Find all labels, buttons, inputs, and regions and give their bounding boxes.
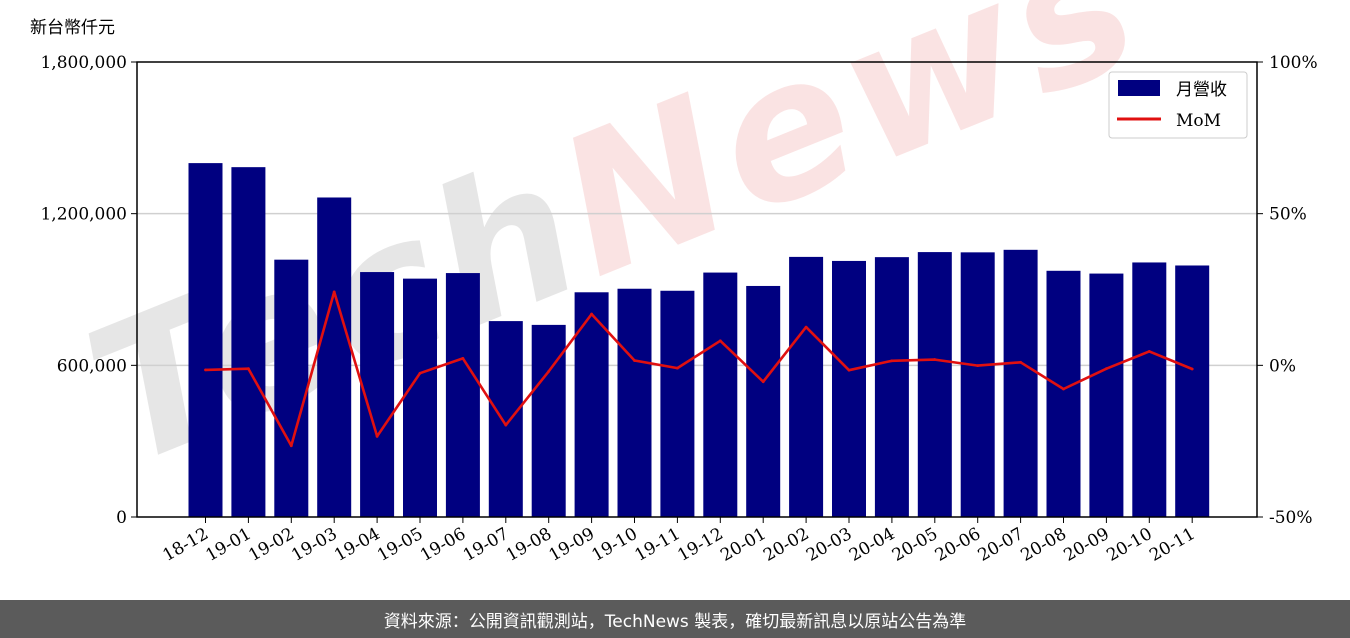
legend-label-revenue: 月營收	[1176, 80, 1227, 100]
y-left-tick-label: 0	[116, 508, 127, 528]
axes	[136, 61, 1258, 518]
mom-point-20-07	[1019, 360, 1022, 364]
mom-point-19-12	[718, 339, 722, 343]
bar-19-07	[488, 321, 523, 517]
mom-point-18-12	[204, 368, 207, 372]
x-tick-label: 19-02	[245, 524, 297, 566]
bar-20-09	[1089, 273, 1124, 517]
mom-point-19-08	[547, 370, 551, 373]
watermark: TechNews	[61, 0, 1170, 509]
mom-point-19-11	[676, 366, 679, 370]
mom-point-20-04	[890, 359, 894, 363]
x-tick-label: 20-03	[803, 524, 855, 566]
bar-20-02	[789, 256, 824, 517]
y-right-tick-label: 50%	[1269, 205, 1307, 225]
bar-19-02	[274, 259, 309, 517]
svg-text:TechNews: TechNews	[61, 0, 1170, 509]
chart: TechNews 新台幣仟元 18-1219-0119-0219-0319-04…	[30, 0, 1318, 566]
bar-19-12	[703, 272, 738, 517]
y-axis-unit-label: 新台幣仟元	[30, 18, 115, 38]
bar-20-06	[960, 252, 995, 517]
mom-point-20-01	[761, 380, 765, 384]
bar-19-06	[445, 273, 480, 517]
y-right-tick-label: -50%	[1269, 508, 1313, 528]
mom-point-20-09	[1105, 367, 1108, 371]
x-tick-label: 19-07	[460, 524, 512, 566]
mom-point-19-01	[247, 367, 250, 371]
source-footer: 資料來源：公開資訊觀測站，TechNews 製表，確切最新訊息以原站公告為準	[0, 600, 1350, 638]
x-tick-label: 19-12	[674, 524, 726, 566]
y-left-ticks: 0 600,000 1,200,000 1,800,000	[40, 53, 137, 528]
mom-point-19-05	[418, 371, 422, 375]
bar-series	[188, 163, 1210, 518]
x-tick-label: 20-07	[975, 524, 1027, 566]
mom-point-20-11	[1190, 367, 1194, 371]
mom-point-20-05	[933, 358, 937, 361]
bar-20-03	[832, 260, 866, 517]
mom-point-19-09	[590, 312, 593, 316]
mom-point-19-03	[332, 290, 336, 294]
x-tick-label: 20-09	[1060, 524, 1112, 566]
mom-point-19-06	[461, 356, 465, 360]
y-right-tick-label: 0%	[1269, 356, 1296, 376]
source-footer-text: 資料來源：公開資訊觀測站，TechNews 製表，確切最新訊息以原站公告為準	[383, 611, 967, 632]
legend: 月營收 MoM	[1108, 71, 1248, 139]
mom-point-20-08	[1062, 387, 1065, 391]
bar-19-05	[403, 278, 437, 517]
x-tick-label: 20-02	[760, 524, 812, 566]
y-left-tick-label: 600,000	[57, 356, 127, 376]
y-right-ticks: -50% 0% 50% 100%	[1257, 53, 1318, 528]
mom-point-20-10	[1147, 349, 1151, 353]
bar-19-11	[660, 290, 695, 517]
x-tick-label: 20-11	[1146, 524, 1198, 566]
mom-point-19-04	[375, 434, 379, 438]
bar-20-01	[746, 285, 781, 517]
bar-20-10	[1132, 262, 1167, 517]
x-tick-label: 19-01	[202, 524, 254, 566]
bar-20-05	[917, 252, 952, 518]
x-tick-label: 20-04	[846, 524, 898, 566]
mom-point-19-02	[289, 444, 293, 448]
x-tick-label: 19-05	[374, 524, 426, 566]
x-tick-label: 20-06	[932, 524, 984, 566]
bar-19-10	[617, 288, 652, 517]
x-tick-label: 19-08	[503, 524, 555, 566]
mom-series	[204, 290, 1194, 448]
x-tick-label: 20-01	[717, 524, 769, 566]
x-tick-label: 19-06	[417, 524, 469, 566]
x-tick-label: 19-04	[331, 524, 383, 566]
mom-point-20-03	[847, 368, 851, 372]
bar-18-12	[188, 163, 223, 517]
y-right-tick-label: 100%	[1269, 53, 1318, 73]
mom-point-20-02	[804, 325, 808, 329]
x-tick-label: 19-09	[546, 524, 598, 566]
bar-19-01	[231, 167, 266, 517]
bar-19-03	[317, 197, 352, 517]
x-tick-label: 20-10	[1103, 524, 1155, 566]
mom-point-19-10	[633, 359, 636, 362]
x-tick-label: 19-03	[288, 524, 340, 566]
bar-20-04	[874, 257, 909, 517]
mom-line	[205, 290, 1193, 448]
plot-frame	[136, 61, 1258, 518]
y-left-tick-label: 1,200,000	[40, 205, 127, 225]
mom-point-20-06	[976, 364, 980, 368]
bar-20-07	[1003, 249, 1038, 517]
x-tick-label: 20-08	[1018, 524, 1070, 566]
x-tick-label: 19-10	[589, 524, 641, 566]
legend-label-mom: MoM	[1176, 111, 1221, 131]
legend-swatch-revenue	[1118, 80, 1160, 96]
mom-point-19-07	[504, 423, 508, 427]
x-tick-label: 19-11	[631, 524, 683, 566]
y-left-tick-label: 1,800,000	[40, 53, 127, 73]
bar-20-08	[1046, 270, 1081, 517]
bar-20-11	[1175, 265, 1210, 517]
x-ticks: 18-1219-0119-0219-0319-0419-0519-0619-07…	[160, 517, 1199, 566]
x-tick-label: 18-12	[160, 524, 212, 566]
x-tick-label: 20-05	[889, 524, 941, 566]
